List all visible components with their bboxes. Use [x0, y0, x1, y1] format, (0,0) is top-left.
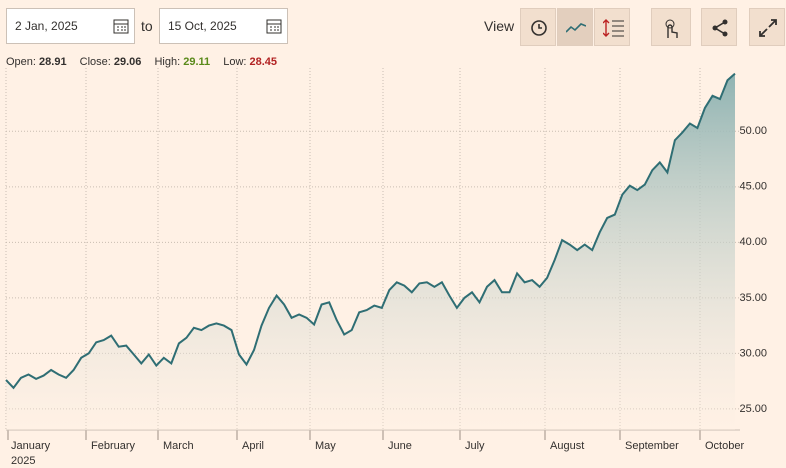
x-tick-label: August [550, 440, 584, 452]
close-value: 29.06 [113, 56, 142, 68]
close-label: Close: [79, 56, 111, 68]
share-button[interactable] [701, 8, 737, 46]
calendar-icon [113, 19, 129, 34]
time-button[interactable] [520, 8, 556, 46]
view-label: View [484, 18, 515, 34]
chart: January February March April May June July Augu… [5, 68, 767, 467]
date-from[interactable]: 2 Jan, 2025 [6, 8, 135, 44]
high-label: High: [154, 56, 181, 68]
y-tick-label: 35.00 [739, 292, 767, 304]
low-value: 28.45 [249, 56, 278, 68]
date-to-text: 15 Oct, 2025 [168, 19, 237, 33]
x-tick-label: January [11, 440, 51, 452]
x-tick-label: February [91, 440, 136, 452]
x-tick-label: March [163, 440, 194, 452]
to-label: to [141, 18, 153, 34]
x-tick-label: June [388, 440, 412, 452]
y-tick-label: 50.00 [739, 125, 767, 137]
low-label: Low: [223, 56, 247, 68]
high-value: 29.11 [183, 56, 211, 68]
area-fill [6, 73, 735, 430]
x-tick-label: July [465, 440, 485, 452]
clock-icon [531, 20, 547, 36]
x-tick-label: May [315, 440, 336, 452]
share-icon [712, 19, 728, 37]
open-value: 28.91 [39, 56, 67, 68]
scale-button[interactable] [594, 8, 630, 46]
expand-icon [759, 19, 777, 37]
y-tick-label: 25.00 [739, 403, 767, 415]
calendar-icon [266, 19, 282, 34]
y-tick-label: 45.00 [739, 181, 767, 193]
x-year-label: 2025 [11, 455, 35, 467]
line-icon [566, 23, 586, 33]
date-from-text: 2 Jan, 2025 [15, 19, 78, 33]
y-tick-label: 40.00 [739, 236, 767, 248]
scale-icon [603, 19, 624, 37]
open-label: Open: [6, 56, 36, 68]
line-button[interactable] [557, 8, 593, 46]
expand-button[interactable] [749, 8, 785, 46]
date-to[interactable]: 15 Oct, 2025 [159, 8, 288, 44]
x-tick-label: April [242, 440, 264, 452]
ohlc-row: Open: 28.91 Close: 29.06 High: 29.11 Low… [6, 56, 287, 68]
touch-button[interactable] [651, 8, 691, 46]
touch-icon [665, 19, 678, 38]
y-tick-label: 30.00 [739, 347, 767, 359]
x-tick-label: September [625, 440, 679, 452]
x-tick-label: October [705, 440, 744, 452]
price-line [5, 72, 736, 390]
